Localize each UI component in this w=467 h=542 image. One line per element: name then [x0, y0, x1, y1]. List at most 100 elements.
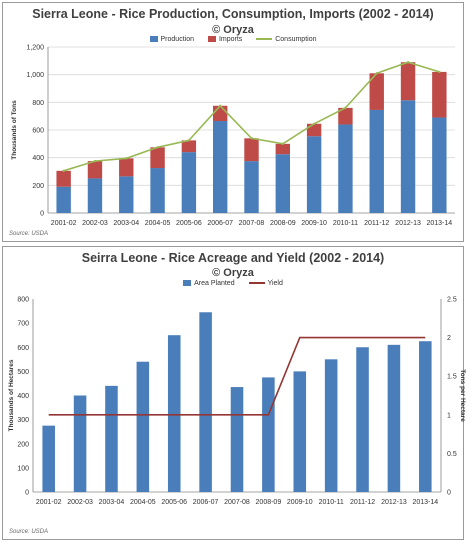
bar-area-planted-2009-10 [293, 371, 307, 492]
bar-production-2006-07 [212, 121, 228, 213]
x-tick-label-2011-12: 2011-12 [364, 220, 389, 227]
x-tick-label-2007-08: 2007-08 [224, 499, 250, 506]
x-tick-label-2005-06: 2005-06 [176, 220, 202, 227]
y-axis-label: Thousands of Tons [11, 100, 18, 160]
bar-area-planted-2006-07 [199, 312, 212, 492]
bar-production-2004-05 [150, 168, 165, 213]
point-consumption-2003-04 [125, 157, 128, 160]
chart1-source: Source: USDA [9, 231, 49, 237]
y-tick-label-300: 300 [17, 417, 29, 424]
x-tick-label-2006-07: 2006-07 [193, 499, 219, 506]
chart1-title: Sierra Leone - Rice Production, Consumpt… [32, 7, 434, 21]
point-consumption-2012-13 [406, 61, 410, 64]
bar-production-2009-10 [306, 136, 322, 213]
acreage-chart-panel: Seirra Leone - Rice Acreage and Yield (2… [2, 246, 466, 540]
x-tick-label-2009-10: 2009-10 [287, 499, 313, 506]
y2-axis-label: Tons per Hectare [459, 369, 466, 422]
bar-production-2001-02 [56, 186, 71, 213]
point-consumption-2011-12 [375, 72, 378, 75]
bar-production-2003-04 [119, 176, 134, 213]
legend-item-area-planted: Area Planted [183, 280, 235, 287]
point-consumption-2013-14 [438, 70, 441, 74]
bar-production-2010-11 [338, 124, 353, 213]
bar-imports-2008-09 [275, 143, 291, 155]
y-tick-label-800: 800 [17, 297, 29, 304]
bar-imports-2012-13 [400, 62, 416, 101]
x-tick-label-2004-05: 2004-05 [145, 220, 171, 227]
y2-tick-label-0-5: 0.5 [447, 451, 457, 458]
bar-area-planted-2003-04 [105, 385, 118, 492]
bar-area-planted-2013-14 [419, 341, 432, 492]
x-tick-label-2007-08: 2007-08 [239, 220, 265, 227]
bar-production-2011-12 [369, 109, 384, 213]
bar-imports-2009-10 [306, 123, 322, 137]
y2-tick-label-1: 1 [447, 412, 451, 419]
bar-production-2002-03 [87, 178, 103, 213]
legend-swatch-imports [207, 36, 216, 43]
chart1-subtitle: © Oryza [212, 24, 254, 36]
point-consumption-2006-07 [218, 104, 222, 107]
bar-imports-2006-07 [212, 105, 228, 122]
x-tick-label-2011-12: 2011-12 [350, 499, 375, 506]
bar-production-2005-06 [181, 152, 197, 213]
legend-label-production: Production [160, 36, 194, 43]
legend-label-yield: Yield [267, 280, 283, 287]
x-tick-label-2002-03: 2002-03 [67, 499, 93, 506]
legend-label-area-planted: Area Planted [194, 280, 235, 287]
bar-imports-2003-04 [119, 158, 134, 177]
legend-item-production: Production [149, 36, 194, 43]
x-tick-label-2010-11: 2010-11 [319, 499, 344, 506]
legend-label-consumption: Consumption [275, 36, 317, 43]
x-tick-label-2003-04: 2003-04 [113, 220, 139, 227]
x-tick-label-2002-03: 2002-03 [82, 220, 108, 227]
legend-swatch-production [149, 36, 158, 43]
bar-area-planted-2012-13 [387, 344, 401, 492]
x-tick-label-2008-09: 2008-09 [256, 499, 282, 506]
x-tick-label-2006-07: 2006-07 [207, 220, 233, 227]
x-tick-label-2008-09: 2008-09 [270, 220, 296, 227]
bar-area-planted-2005-06 [167, 335, 181, 492]
chart2-subtitle: © Oryza [212, 267, 254, 279]
bar-production-2008-09 [275, 154, 291, 213]
point-consumption-2001-02 [62, 169, 65, 173]
legend-item-imports: Imports [207, 36, 243, 43]
bar-production-2012-13 [400, 100, 416, 213]
y-tick-label-800: 800 [32, 100, 44, 107]
point-consumption-2009-10 [312, 122, 316, 125]
chart1-plot: 0 200 400 600 800 1,000 1,200 Thousands of Tons… [11, 45, 455, 227]
y-tick-label-1-000: 1,000 [26, 72, 44, 79]
y-tick-label-400: 400 [17, 393, 29, 400]
bar-imports-2002-03 [87, 161, 103, 179]
bar-area-planted-2001-02 [42, 425, 55, 492]
bar-area-planted-2011-12 [356, 347, 369, 492]
legend-swatch-area-planted [183, 280, 192, 287]
bar-area-planted-2002-03 [73, 395, 87, 492]
x-tick-label-2003-04: 2003-04 [99, 499, 125, 506]
y2-tick-label-1-5: 1.5 [447, 374, 457, 381]
y-tick-label-400: 400 [32, 155, 44, 162]
production-chart-panel: Sierra Leone - Rice Production, Consumpt… [2, 2, 464, 242]
y-tick-label-600: 600 [32, 128, 44, 135]
x-tick-label-2013-14: 2013-14 [412, 499, 438, 506]
y-tick-label-1-200: 1,200 [26, 45, 44, 52]
y-axis-label: Thousands of Hectares [8, 359, 15, 431]
bar-imports-2011-12 [369, 73, 384, 110]
y-tick-label-200: 200 [32, 183, 44, 190]
bar-production-2013-14 [432, 117, 447, 213]
chart2-source: Source: USDA [9, 529, 49, 535]
y-tick-label-0: 0 [25, 490, 29, 497]
y-tick-label-0: 0 [40, 211, 44, 218]
x-tick-label-2004-05: 2004-05 [130, 499, 156, 506]
point-consumption-2005-06 [187, 139, 191, 142]
bar-imports-2005-06 [181, 140, 197, 153]
legend-line-consumption [256, 38, 273, 41]
y-tick-label-600: 600 [17, 345, 29, 352]
legend-label-imports: Imports [218, 36, 243, 43]
x-tick-label-2012-13: 2012-13 [381, 499, 407, 506]
legend-item-yield: Yield [248, 280, 283, 287]
bar-imports-2013-14 [432, 71, 447, 118]
y-tick-label-200: 200 [17, 441, 29, 448]
bar-area-planted-2008-09 [262, 377, 275, 492]
line-yield [48, 336, 426, 416]
y2-tick-label-2: 2 [447, 335, 451, 342]
